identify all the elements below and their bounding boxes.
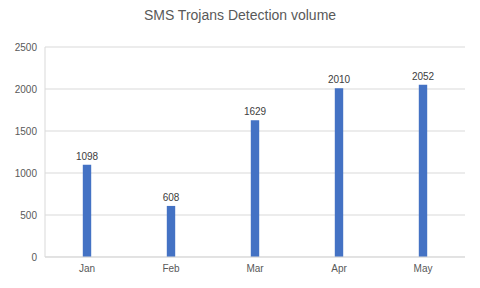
svg-text:May: May xyxy=(414,263,433,274)
svg-text:1629: 1629 xyxy=(244,106,267,117)
svg-text:1500: 1500 xyxy=(15,126,38,137)
svg-text:1098: 1098 xyxy=(76,151,99,162)
svg-text:Apr: Apr xyxy=(331,263,347,274)
svg-text:0: 0 xyxy=(31,252,37,263)
svg-text:608: 608 xyxy=(163,192,180,203)
html-text:SMS Trojans Detection volume: SMS Trojans Detection volume xyxy=(143,7,337,23)
svg-text:Jan: Jan xyxy=(79,263,95,274)
svg-text:2052: 2052 xyxy=(412,71,435,82)
svg-text:2010: 2010 xyxy=(328,74,351,85)
svg-text:500: 500 xyxy=(20,210,37,221)
svg-text:2000: 2000 xyxy=(15,84,38,95)
svg-text:1000: 1000 xyxy=(15,168,38,179)
svg-text:Feb: Feb xyxy=(162,263,180,274)
svg-text:2500: 2500 xyxy=(15,42,38,53)
svg-text:Mar: Mar xyxy=(246,263,264,274)
